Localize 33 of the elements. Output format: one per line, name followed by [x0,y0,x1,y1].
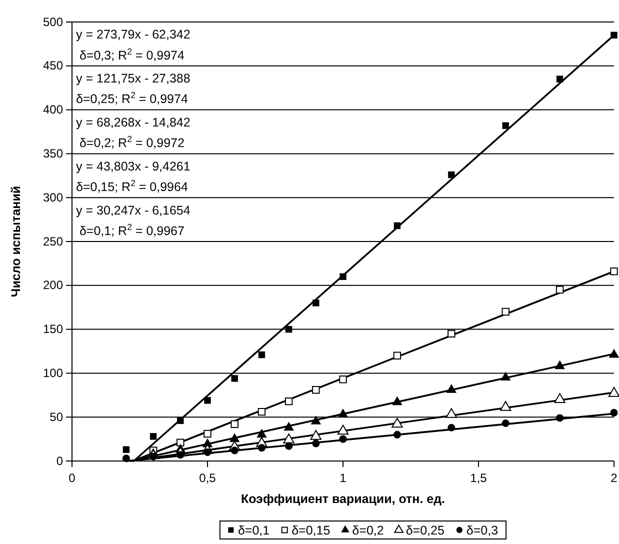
y-tick-label: 500 [42,14,64,29]
x-tick-label: 0,5 [199,471,216,485]
legend-label: δ=0,1 [238,524,270,538]
x-tick-label: 2 [610,471,618,485]
y-tick-label: 400 [42,102,64,117]
y-tick-label: 200 [42,278,64,292]
y-tick-label: 300 [42,190,64,204]
legend-label: δ=0,3 [466,524,498,538]
legend-label: δ=0,25 [406,524,444,538]
annotation: y = 30,247x - 6,1654 [76,203,190,218]
annotation: δ=0,15; R$^{2}$ = 0,9964 [76,178,188,194]
y-tick-label: 50 [50,410,64,424]
annotation: y = 121,75x - 27,388 [76,72,190,86]
annotation: δ=0,25; R$^{2}$ = 0,9974 [76,90,188,106]
y-tick-label: 450 [42,58,64,73]
y-tick-label: 0 [56,454,64,468]
annotation: y = 68,268x - 14,842 [76,115,190,130]
y-tick-label: 100 [42,366,64,380]
x-tick-label: 1 [340,471,347,485]
annotation: y = 273,79x - 62,342 [76,28,190,42]
legend-label: δ=0,2 [352,524,384,538]
annotation: y = 43,803x - 9,4261 [76,159,190,174]
y-tick-label: 350 [42,146,64,161]
x-axis-title: Коэффициент вариации, отн. ед. [240,492,446,506]
annotation: δ=0,2; R$^{2}$ = 0,9972 [76,134,184,150]
y-tick-label: 150 [42,322,64,336]
annotation: δ=0,3; R$^{2}$ = 0,9974 [76,46,184,62]
legend-label: δ=0,15 [292,524,330,538]
y-axis-title: Число испытаний [9,186,23,298]
x-tick-label: 0 [68,471,76,485]
y-tick-label: 250 [42,234,64,248]
annotation: δ=0,1; R$^{2}$ = 0,9967 [76,222,184,238]
x-tick-label: 1,5 [470,471,488,485]
